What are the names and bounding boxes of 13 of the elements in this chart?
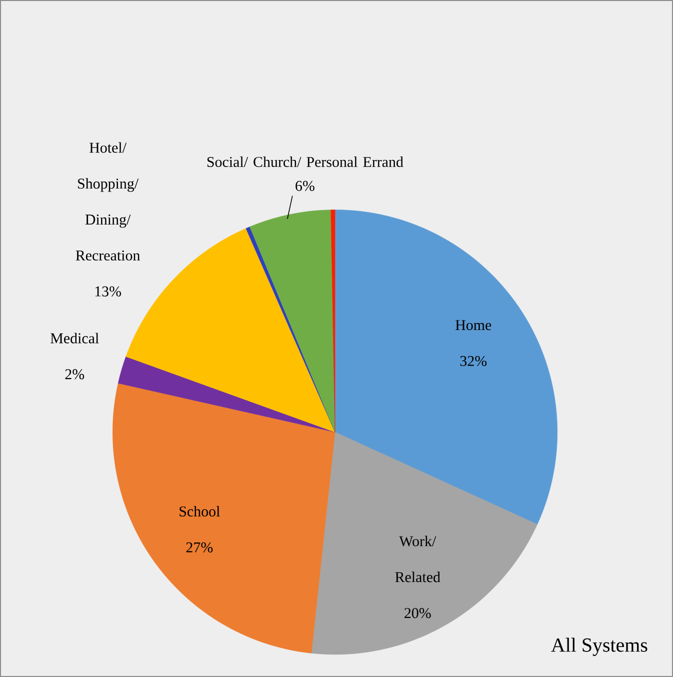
text: All Systems <box>551 638 648 656</box>
data-label: 13% <box>95 286 122 296</box>
slice-label: Social/ Church/ Personal Errand <box>207 156 404 168</box>
slice-label: Home <box>456 320 492 330</box>
category-label: Work/ Related <box>395 536 440 582</box>
data-label: 27% <box>186 542 213 552</box>
slice-label: School <box>180 506 220 516</box>
data-label: 6% <box>296 180 314 192</box>
data-label: 32% <box>460 356 487 366</box>
slice-label: Medical <box>50 332 99 344</box>
data-label: 2% <box>65 369 84 380</box>
category-label: Hotel/ Shopping/ Dining/ Recreation <box>76 142 140 261</box>
data-label: 20% <box>404 608 431 618</box>
